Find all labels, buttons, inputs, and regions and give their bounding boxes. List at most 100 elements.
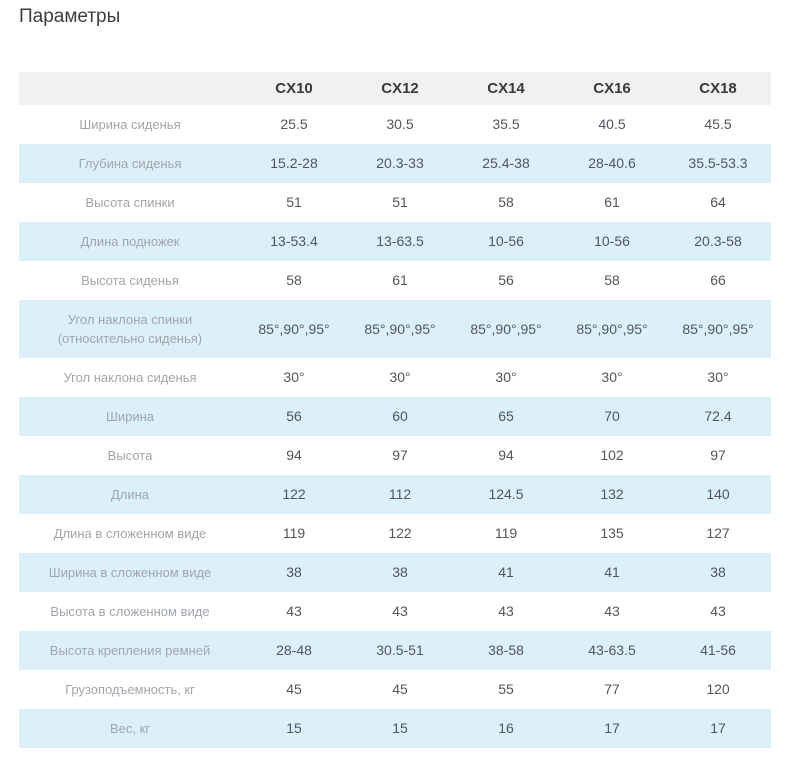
row-value: 85°,90°,95° xyxy=(470,320,542,337)
row-value: 30° xyxy=(707,369,729,385)
row-value: 64 xyxy=(710,194,726,210)
row-value: 41 xyxy=(498,564,514,580)
row-value: 35.5 xyxy=(492,116,520,132)
row-value: 15.2-28 xyxy=(270,155,318,171)
row-value: 66 xyxy=(710,272,726,288)
row-label: Грузоподъемность, кг xyxy=(65,682,195,697)
row-value: 85°,90°,95° xyxy=(576,320,648,337)
table-row: Грузоподъемность, кг 45 45 55 77 120 xyxy=(19,670,771,709)
row-value: 85°,90°,95° xyxy=(258,320,330,337)
row-value: 38 xyxy=(710,564,726,580)
row-value: 56 xyxy=(498,272,514,288)
page: Параметры CX10 CX12 CX14 CX16 CX18 Ширина си… xyxy=(19,6,771,748)
row-value: 43-63.5 xyxy=(588,642,636,658)
row-value: 122 xyxy=(388,525,412,541)
row-value: 30° xyxy=(389,369,411,385)
row-value: 61 xyxy=(392,272,408,288)
row-label: Ширина сиденья xyxy=(79,117,181,132)
row-value: 13-63.5 xyxy=(376,233,424,249)
table-row: Высота в сложенном виде 43 43 43 43 43 xyxy=(19,592,771,631)
header-col-cx18: CX18 xyxy=(665,72,771,105)
row-value: 119 xyxy=(494,525,518,541)
row-label: Угол наклона сиденья xyxy=(63,370,197,385)
header-col-cx10: CX10 xyxy=(241,72,347,105)
row-value: 58 xyxy=(604,272,620,288)
row-value: 61 xyxy=(604,194,620,210)
row-value: 15 xyxy=(286,720,302,736)
table-head: CX10 CX12 CX14 CX16 CX18 xyxy=(19,72,771,105)
row-value: 20.3-58 xyxy=(694,233,742,249)
row-label: Ширина в сложенном виде xyxy=(48,565,212,580)
row-value: 17 xyxy=(710,720,726,736)
table-row: Глубина сиденья 15.2-28 20.3-33 25.4-38 28-4… xyxy=(19,144,771,183)
row-value: 124.5 xyxy=(488,486,524,502)
row-value: 38-58 xyxy=(488,642,524,658)
row-value: 10-56 xyxy=(594,233,630,249)
row-value: 51 xyxy=(392,194,408,210)
table-row: Ширина сиденья 25.5 30.5 35.5 40.5 45.5 xyxy=(19,105,771,144)
page-title: Параметры xyxy=(19,6,121,27)
row-value: 30.5-51 xyxy=(376,642,424,658)
row-value: 16 xyxy=(498,720,514,736)
row-value: 13-53.4 xyxy=(270,233,318,249)
header-col-cx16: CX16 xyxy=(559,72,665,105)
row-value: 122 xyxy=(282,486,306,502)
table-row: Высота крепления ремней 28-48 30.5-51 38-58… xyxy=(19,631,771,670)
row-value: 85°,90°,95° xyxy=(682,320,754,337)
row-value: 25.4-38 xyxy=(482,155,530,171)
row-value: 25.5 xyxy=(280,116,308,132)
row-label: Высота xyxy=(107,448,153,463)
row-value: 43 xyxy=(286,603,302,619)
row-value: 30° xyxy=(283,369,305,385)
row-value: 15 xyxy=(392,720,408,736)
row-value: 43 xyxy=(392,603,408,619)
table-body: Ширина сиденья 25.5 30.5 35.5 40.5 45.5 Глубин… xyxy=(19,105,771,748)
header-col-cx12: CX12 xyxy=(347,72,453,105)
row-value: 140 xyxy=(706,486,730,502)
row-value: 60 xyxy=(392,408,408,424)
parameters-table: CX10 CX12 CX14 CX16 CX18 Ширина сиденья 25.5 3… xyxy=(19,72,771,748)
row-value: 38 xyxy=(286,564,302,580)
row-value: 58 xyxy=(286,272,302,288)
row-label: Высота в сложенном виде xyxy=(50,604,210,619)
table-row: Высота спинки 51 51 58 61 64 xyxy=(19,183,771,222)
row-value: 119 xyxy=(282,525,306,541)
header-col-cx14: CX14 xyxy=(453,72,559,105)
row-label: Глубина сиденья xyxy=(78,156,182,171)
row-value: 38 xyxy=(392,564,408,580)
row-value: 132 xyxy=(600,486,624,502)
row-value: 41 xyxy=(604,564,620,580)
row-value: 56 xyxy=(286,408,302,424)
row-label: Длина подножек xyxy=(80,234,180,249)
row-value: 10-56 xyxy=(488,233,524,249)
row-value: 41-56 xyxy=(700,642,736,658)
table-row: Угол наклона спинки (относительно сидень… xyxy=(19,300,771,358)
row-value: 127 xyxy=(706,525,730,541)
row-value: 94 xyxy=(286,447,302,463)
table-row: Угол наклона сиденья 30° 30° 30° 30° 30° xyxy=(19,358,771,397)
row-value: 94 xyxy=(498,447,514,463)
row-value: 120 xyxy=(706,681,730,697)
row-value: 58 xyxy=(498,194,514,210)
row-value: 65 xyxy=(498,408,514,424)
row-label: Высота крепления ремней xyxy=(49,643,211,658)
row-label: Высота сиденья xyxy=(81,273,179,288)
table-row: Длина 122 112 124.5 132 140 xyxy=(19,475,771,514)
row-value: 97 xyxy=(710,447,726,463)
row-value: 45.5 xyxy=(704,116,732,132)
row-value: 70 xyxy=(604,408,620,424)
row-label: Ширина xyxy=(105,409,155,424)
row-value: 30° xyxy=(495,369,517,385)
row-value: 85°,90°,95° xyxy=(364,320,436,337)
row-label: Высота спинки xyxy=(85,195,175,210)
table-row: Длина в сложенном виде 119 122 119 135 127 xyxy=(19,514,771,553)
row-value: 112 xyxy=(388,486,412,502)
table-row: Высота сиденья 58 61 56 58 66 xyxy=(19,261,771,300)
row-value: 43 xyxy=(710,603,726,619)
row-value: 102 xyxy=(600,447,624,463)
row-label: Длина xyxy=(110,487,150,502)
row-value: 51 xyxy=(286,194,302,210)
row-value: 43 xyxy=(498,603,514,619)
row-value: 72.4 xyxy=(704,408,732,424)
row-value: 28-40.6 xyxy=(588,155,636,171)
